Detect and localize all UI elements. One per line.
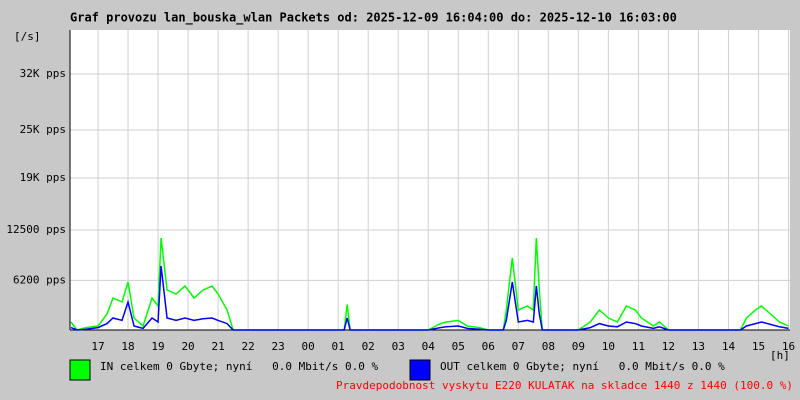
x-tick-label: 04 — [422, 340, 436, 353]
x-axis-label: [h] — [770, 349, 790, 362]
x-tick-label: 11 — [632, 340, 645, 353]
x-tick-label: 14 — [722, 340, 736, 353]
x-tick-label: 16 — [782, 340, 795, 353]
x-tick-label: 08 — [542, 340, 555, 353]
x-tick-label: 15 — [752, 340, 765, 353]
x-tick-label: 13 — [692, 340, 705, 353]
x-tick-label: 20 — [181, 340, 194, 353]
x-tick-label: 02 — [362, 340, 375, 353]
y-tick-label: 12500 pps — [6, 223, 66, 236]
x-tick-label: 03 — [392, 340, 405, 353]
x-tick-label: 12 — [662, 340, 675, 353]
x-tick-label: 09 — [572, 340, 585, 353]
x-tick-label: 18 — [121, 340, 134, 353]
x-tick-label: 22 — [241, 340, 254, 353]
x-tick-label: 21 — [211, 340, 224, 353]
annotation: Pravdepodobnost vyskytu E220 KULATAK na … — [336, 379, 793, 392]
legend-label: OUT celkem 0 Gbyte; nyní 0.0 Mbit/s 0.0 … — [440, 360, 725, 373]
x-tick-label: 05 — [452, 340, 465, 353]
y-tick-label: 25K pps — [20, 123, 66, 136]
chart-title: Graf provozu lan_bouska_wlan Packets od:… — [70, 11, 677, 26]
legend-swatch — [69, 359, 91, 381]
x-tick-label: 01 — [332, 340, 345, 353]
series-line — [70, 265, 789, 331]
x-tick-label: 10 — [602, 340, 615, 353]
x-tick-label: 00 — [302, 340, 315, 353]
legend-label: IN celkem 0 Gbyte; nyní 0.0 Mbit/s 0.0 % — [100, 360, 379, 373]
x-tick-label: 23 — [272, 340, 285, 353]
x-tick-label: 07 — [512, 340, 525, 353]
legend-swatch — [409, 359, 431, 381]
series-line — [70, 237, 789, 331]
x-tick-label: 06 — [482, 340, 495, 353]
y-tick-label: 19K pps — [20, 171, 66, 184]
plot-area — [70, 30, 790, 330]
x-tick-label: 19 — [151, 340, 164, 353]
x-tick-label: 17 — [91, 340, 104, 353]
y-tick-label: 32K pps — [20, 67, 66, 80]
y-tick-label: 6200 pps — [13, 273, 66, 286]
y-axis-label: [/s] — [14, 30, 41, 43]
